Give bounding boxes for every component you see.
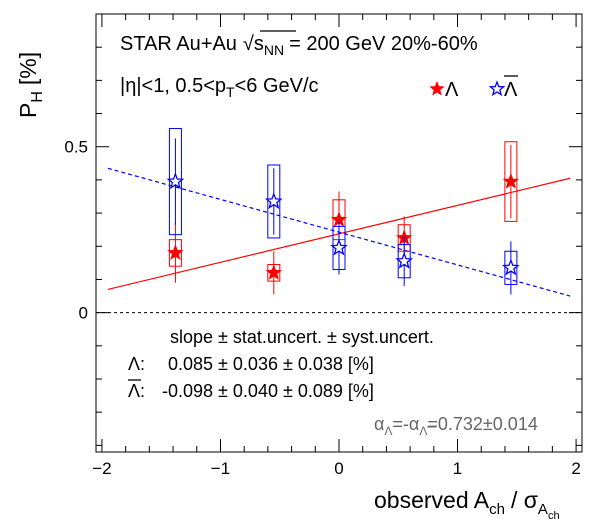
alpha-value: =0.732±0.014: [427, 414, 537, 434]
lambda-row-label: Λ:: [128, 354, 145, 374]
lambda-star-marker: [167, 244, 184, 260]
x-tick-label: 1: [453, 459, 462, 478]
y-tick-label: 0.5: [64, 138, 88, 157]
x-tick-label: −1: [211, 459, 230, 478]
lambda-data-point: [167, 223, 184, 283]
data-points: [166, 127, 520, 295]
x-axis-label-sub: ch: [489, 501, 505, 518]
y-axis-label-sub: H: [29, 91, 46, 103]
legend-antilambda-label: Λ: [504, 79, 518, 101]
antilambda-data-point: [264, 164, 283, 239]
header-line-2-pre: |η|<1, 0.5<p: [120, 75, 226, 97]
antilambda-data-point: [395, 236, 414, 287]
lambda-syst-box: [504, 141, 518, 222]
x-axis-label-sub2: A: [538, 501, 548, 518]
alpha-text: α: [374, 414, 384, 434]
antilambda-row-label: Λ:: [128, 381, 145, 401]
header-line-2: |η|<1, 0.5<pT<6 GeV/c: [120, 75, 319, 100]
legend: Λ Λ: [429, 75, 518, 101]
lambda-data-point: [502, 141, 520, 222]
y-tick-label: 0: [79, 304, 88, 323]
antilambda-syst-box: [267, 164, 281, 239]
legend-antilambda-marker-shape: [488, 80, 506, 97]
lambda-data-point: [265, 251, 283, 295]
y-axis-label-main: P: [15, 103, 41, 118]
antilambda-star-marker: [330, 238, 348, 256]
antilambda-data-point: [502, 241, 520, 295]
lambda-row-value: 0.085 ± 0.036 ± 0.038 [%]: [168, 354, 374, 374]
antilambda-star-marker: [395, 251, 414, 269]
header-line-2-post: <6 GeV/c: [235, 75, 319, 97]
header-line-1-post: = 200 GeV 20%-60%: [289, 33, 478, 55]
alpha-sub-2: Λ: [419, 424, 427, 438]
alpha-annotation: αΛ=-αΛ=0.732±0.014: [374, 414, 538, 438]
header-line-1: STAR Au+Au √sNN = 200 GeV 20%-60%: [120, 33, 478, 58]
x-tick-label: 0: [334, 459, 343, 478]
sqrt-symbol: √: [243, 33, 254, 55]
legend-lambda-star: [429, 80, 445, 96]
alpha-sub-1: Λ: [384, 424, 392, 438]
y-axis-title: PH [%]: [15, 52, 46, 118]
slope-header: slope ± stat.uncert. ± syst.uncert.: [170, 327, 434, 347]
y-axis-label-unit: [%]: [15, 52, 41, 85]
alpha-mid: =-α: [392, 414, 419, 434]
svg-text:PH[%]: PH [%]: [15, 52, 46, 118]
x-axis-label-sep: / σ: [511, 487, 538, 513]
legend-lambda-label: Λ: [445, 79, 459, 101]
x-tick-label: 2: [571, 459, 580, 478]
lambda-star-marker: [265, 264, 283, 280]
antilambda-star-marker: [502, 258, 520, 276]
header-line-2-sub: T: [226, 84, 235, 100]
antilambda-data-point: [166, 127, 185, 236]
x-axis-label-main: observed A: [374, 487, 490, 513]
antilambda-star-marker: [166, 172, 185, 190]
antilambda-row-value: -0.098 ± 0.040 ± 0.089 [%]: [162, 381, 374, 401]
x-axis-label-subsub: ch: [548, 510, 560, 522]
x-tick-label: −2: [92, 459, 111, 478]
legend-lambda-marker-shape: [429, 80, 445, 96]
antilambda-data-point: [330, 221, 348, 275]
x-axis-title: observed Ach / σAch: [374, 487, 560, 522]
header-line-1-pre: STAR Au+Au: [120, 33, 237, 55]
antilambda-star-marker: [264, 192, 283, 210]
axes: −2 −1 0 1 2 0 0.5: [64, 14, 582, 478]
antilambda-syst-box: [168, 127, 182, 236]
header-sqrt-sub: NN: [264, 42, 284, 58]
legend-antilambda-star: [488, 80, 506, 97]
header-sqrt-s: s: [254, 33, 264, 55]
lambda-star-marker: [502, 172, 520, 189]
